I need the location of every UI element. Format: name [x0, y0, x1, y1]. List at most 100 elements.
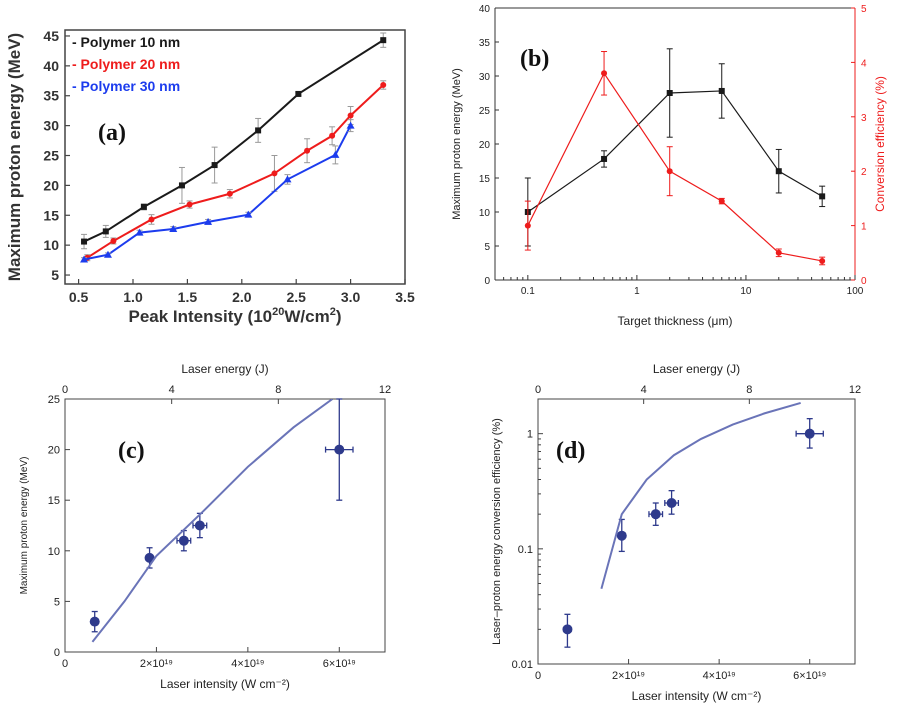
data-point — [110, 237, 117, 244]
y2-axis-label: Conversion efficiency (%) — [873, 76, 887, 212]
data-point — [666, 90, 673, 96]
data-point — [666, 498, 677, 509]
data-point — [283, 175, 292, 183]
data-point — [271, 170, 278, 177]
x2-tick-label: 8 — [746, 384, 752, 396]
x-tick-label: 3.0 — [341, 289, 361, 305]
y-tick-label: 15 — [48, 495, 60, 507]
data-point — [140, 203, 147, 210]
data-point — [89, 616, 100, 627]
x2-tick-label: 8 — [275, 384, 281, 396]
data-point — [304, 147, 311, 154]
data-point — [194, 520, 205, 531]
y-tick-label: 45 — [43, 28, 59, 44]
x-axis-label-part: W/cm — [284, 307, 329, 326]
y-tick-label: 0.1 — [518, 544, 533, 556]
y-tick-label: 10 — [479, 208, 491, 219]
y-tick-label: 5 — [54, 596, 60, 608]
data-point — [819, 193, 826, 200]
x2-tick-label: 4 — [169, 384, 175, 396]
data-point — [331, 150, 340, 158]
chart-c: 0 2×10¹⁹ 4×10¹⁹ 6×10¹⁹ 0 4 8 12 0 5 10 15 20 25 Laser … — [19, 362, 391, 691]
chart-d: 0 2×10¹⁹ 4×10¹⁹ 6×10¹⁹ 0 4 8 12 0.01 0.1 1 Laser in… — [491, 362, 861, 703]
data-point — [186, 201, 193, 208]
x-axis-label: Target thickness (μm) — [618, 314, 733, 328]
y-tick-label: 30 — [479, 72, 491, 83]
panel-label: (c) — [118, 438, 145, 464]
data-point — [80, 255, 89, 263]
panel-a: 0.5 1.0 1.5 2.0 2.5 3.0 3.5 5 10 15 20 25 30 35 40 45 Pe… — [0, 0, 430, 340]
data-point — [616, 530, 627, 541]
y-tick-label: 25 — [48, 394, 60, 406]
legend-entry: - Polymer 30 nm — [72, 78, 180, 94]
x-tick-label: 4×10¹⁹ — [231, 658, 264, 670]
series-line — [527, 72, 823, 262]
series-1 — [524, 48, 826, 247]
x-axis-label-part: ) — [336, 307, 342, 326]
data-point — [380, 37, 387, 44]
panel-label: (b) — [520, 46, 549, 72]
x2-axis-label: Laser energy (J) — [181, 362, 268, 376]
data-point — [804, 428, 815, 439]
y-tick-label: 1 — [527, 429, 533, 441]
data-point — [380, 81, 387, 88]
data-point — [329, 132, 336, 139]
x2-axis-label: Laser energy (J) — [653, 362, 740, 376]
y2-tick-label: 2 — [861, 167, 867, 178]
y-tick-label: 20 — [48, 445, 60, 457]
panel-label: (d) — [556, 438, 585, 464]
data-point — [226, 190, 233, 197]
y-tick-label: 35 — [43, 88, 59, 104]
y-tick-label: 5 — [484, 242, 490, 253]
x-tick-label: 2×10¹⁹ — [612, 670, 645, 682]
series-1 — [89, 398, 354, 633]
legend-entry: - Polymer 10 nm — [72, 34, 180, 50]
data-point — [295, 90, 302, 97]
plot-frame — [64, 29, 406, 285]
plot-frame — [537, 398, 856, 665]
series-line — [527, 90, 823, 213]
data-point — [601, 70, 608, 77]
x-tick-label: 0.5 — [69, 289, 89, 305]
x-tick-label: 100 — [847, 286, 864, 297]
x-tick-label: 10 — [740, 286, 752, 297]
x-tick-label: 1.5 — [178, 289, 198, 305]
data-point — [347, 112, 354, 119]
series-2 — [600, 401, 801, 590]
series-3 — [80, 119, 355, 263]
x-tick-label: 1.0 — [123, 289, 143, 305]
legend-entry: - Polymer 20 nm — [72, 56, 180, 72]
data-point — [650, 509, 661, 520]
data-point — [601, 155, 608, 162]
y-tick-label: 40 — [479, 4, 491, 15]
y-tick-label: 0 — [484, 276, 490, 287]
data-point — [148, 216, 155, 223]
x-tick-label: 6×10¹⁹ — [323, 658, 356, 670]
x2-tick-label: 4 — [641, 384, 647, 396]
panel-c: 0 2×10¹⁹ 4×10¹⁹ 6×10¹⁹ 0 4 8 12 0 5 10 15 20 25 Laser … — [0, 350, 440, 710]
data-point — [255, 127, 262, 134]
y-tick-label: 5 — [51, 267, 59, 283]
x2-tick-label: 0 — [535, 384, 541, 396]
x-tick-label: 3.5 — [395, 289, 415, 305]
y-tick-label: 0 — [54, 647, 60, 659]
series-line — [83, 39, 384, 243]
x2-tick-label: 12 — [379, 384, 391, 396]
data-point — [346, 121, 355, 129]
data-point — [102, 228, 109, 235]
y2-tick-label: 0 — [861, 276, 867, 287]
x-tick-label: 6×10¹⁹ — [793, 670, 826, 682]
chart-a: 0.5 1.0 1.5 2.0 2.5 3.0 3.5 5 10 15 20 25 30 35 40 45 Pe… — [5, 28, 415, 326]
series-2 — [84, 80, 387, 262]
data-point — [135, 228, 144, 236]
panel-d: 0 2×10¹⁹ 4×10¹⁹ 6×10¹⁹ 0 4 8 12 0.01 0.1 1 Laser in… — [440, 350, 898, 710]
y-tick-label: 10 — [43, 237, 59, 253]
x-tick-label: 4×10¹⁹ — [703, 670, 736, 682]
y-tick-label: 15 — [43, 207, 59, 223]
y-tick-label: 20 — [479, 140, 491, 151]
data-point — [103, 250, 112, 258]
data-point — [169, 225, 178, 233]
y2-tick-label: 4 — [861, 58, 867, 69]
x-axis-label-part: 2 — [330, 306, 336, 318]
series-2 — [524, 51, 826, 266]
